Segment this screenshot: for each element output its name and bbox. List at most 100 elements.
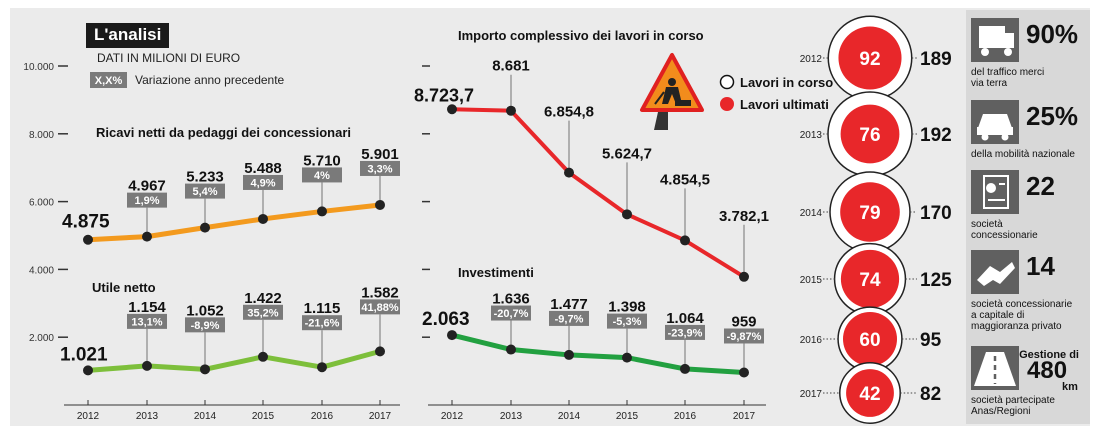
bubble-row: 92 2012 189 [800,15,952,101]
change-badge: 13,1% [131,316,162,328]
data-label: 1.477 [550,296,588,313]
data-point [142,360,152,371]
change-badge: -8,9% [191,320,220,332]
stat-caption: maggioranza privato [971,321,1062,332]
roadworks-worker-shovel [654,91,665,105]
car-base [977,127,1013,135]
stat-caption: società [971,219,1003,230]
stat-caption: società concessionarie [971,299,1073,310]
change-badge: -20,7% [494,308,529,320]
stat-unit: km [1062,381,1078,393]
data-point [506,344,516,355]
page-title: L'analisi [86,23,170,48]
data-label: 1.582 [361,284,399,301]
x-tick-label: 2015 [616,411,639,422]
change-badge-box [665,324,705,340]
change-badge-box [302,315,342,331]
data-point [447,330,457,341]
bubble-row: 79 2014 170 [800,171,952,253]
data-point [83,234,93,245]
data-label: 8.723,7 [414,85,474,105]
series-line [85,348,383,373]
data-point [375,199,385,210]
stat-caption: del traffico merci [971,67,1044,78]
series-line [449,332,747,375]
change-badge-box [185,183,225,199]
data-label: 8.681 [492,58,530,75]
data-point [739,367,749,378]
bubble-in-corso-label: 125 [920,270,952,291]
bubble-row: 74 2015 125 [800,242,952,316]
car-body [978,114,1012,128]
bubble-year-label: 2015 [800,275,823,286]
roadworks-dirt [675,100,691,106]
change-badge: -9,7% [555,313,584,325]
change-badge: 1,9% [134,195,159,207]
change-badge-box [360,299,400,315]
road-icon [971,346,1019,390]
y-tick-label: 8.000 [29,130,54,141]
data-point [258,351,268,362]
change-badge-box [185,317,225,333]
stat-prefix: Gestione di [1019,349,1079,361]
data-point [680,363,690,374]
data-point [622,209,632,220]
change-badge: -21,6% [305,318,340,330]
data-label: 1.021 [60,344,108,365]
stat-caption: società partecipate [971,395,1055,406]
doc-outline [983,175,1009,209]
roadworks-worker-body [662,87,682,104]
x-tick-label: 2017 [369,411,392,422]
series-title: Investimenti [458,265,534,280]
x-tick-label: 2014 [558,411,581,422]
bubble-ultimati-label: 60 [859,330,880,351]
data-label: 1.636 [492,291,530,308]
truck-cab [1005,33,1014,48]
truck-body [979,26,1005,48]
change-badge: 4,9% [250,177,275,189]
bubble-in-corso-label: 95 [920,330,942,351]
bubble-in-corso-label: 82 [920,384,941,405]
change-badge: 41,88% [361,302,399,314]
data-label: 1.398 [608,299,646,316]
change-badge-box [127,313,167,329]
data-point [506,105,516,116]
bubble-year-label: 2013 [800,130,823,141]
x-tick-label: 2016 [311,411,334,422]
change-badge-box [607,313,647,329]
legend-marker-open [719,74,735,90]
bubble-year-label: 2014 [800,208,823,219]
stat-value: 14 [1026,251,1055,281]
legend-marker-filled [720,97,734,111]
bubble-in-corso-label: 189 [920,49,952,70]
x-tick-label: 2014 [194,411,217,422]
x-tick-label: 2016 [674,411,697,422]
bubble-ultimati [842,311,898,367]
data-point [739,271,749,282]
change-badge: 4% [314,170,330,182]
car-wheel [981,133,989,141]
y-tick-label: 10.000 [23,62,54,73]
change-badge: 3,3% [367,163,392,175]
data-label: 5.901 [361,146,399,163]
data-point [317,362,327,373]
sidebar-stat: 25% della mobilità nazionale [971,100,1078,160]
x-tick-label: 2012 [441,411,464,422]
bubble-ultimati-label: 92 [859,49,880,70]
bubble-in-corso-label: 192 [920,125,952,146]
stat-value: 480 [1027,357,1067,384]
stat-caption: Anas/Regioni [971,406,1030,417]
change-badge: 5,4% [192,186,217,198]
change-badge-box [724,328,764,344]
data-point [258,213,268,224]
x-tick-label: 2013 [136,411,159,422]
data-point [622,352,632,363]
data-label: 5.624,7 [602,145,652,162]
units-label: DATI IN MILIONI DI EURO [97,51,240,65]
data-label: 1.154 [128,299,166,316]
roadworks-sign-pole [654,112,668,130]
change-badge-box [127,192,167,208]
bubble-in-corso-label: 170 [920,203,952,224]
